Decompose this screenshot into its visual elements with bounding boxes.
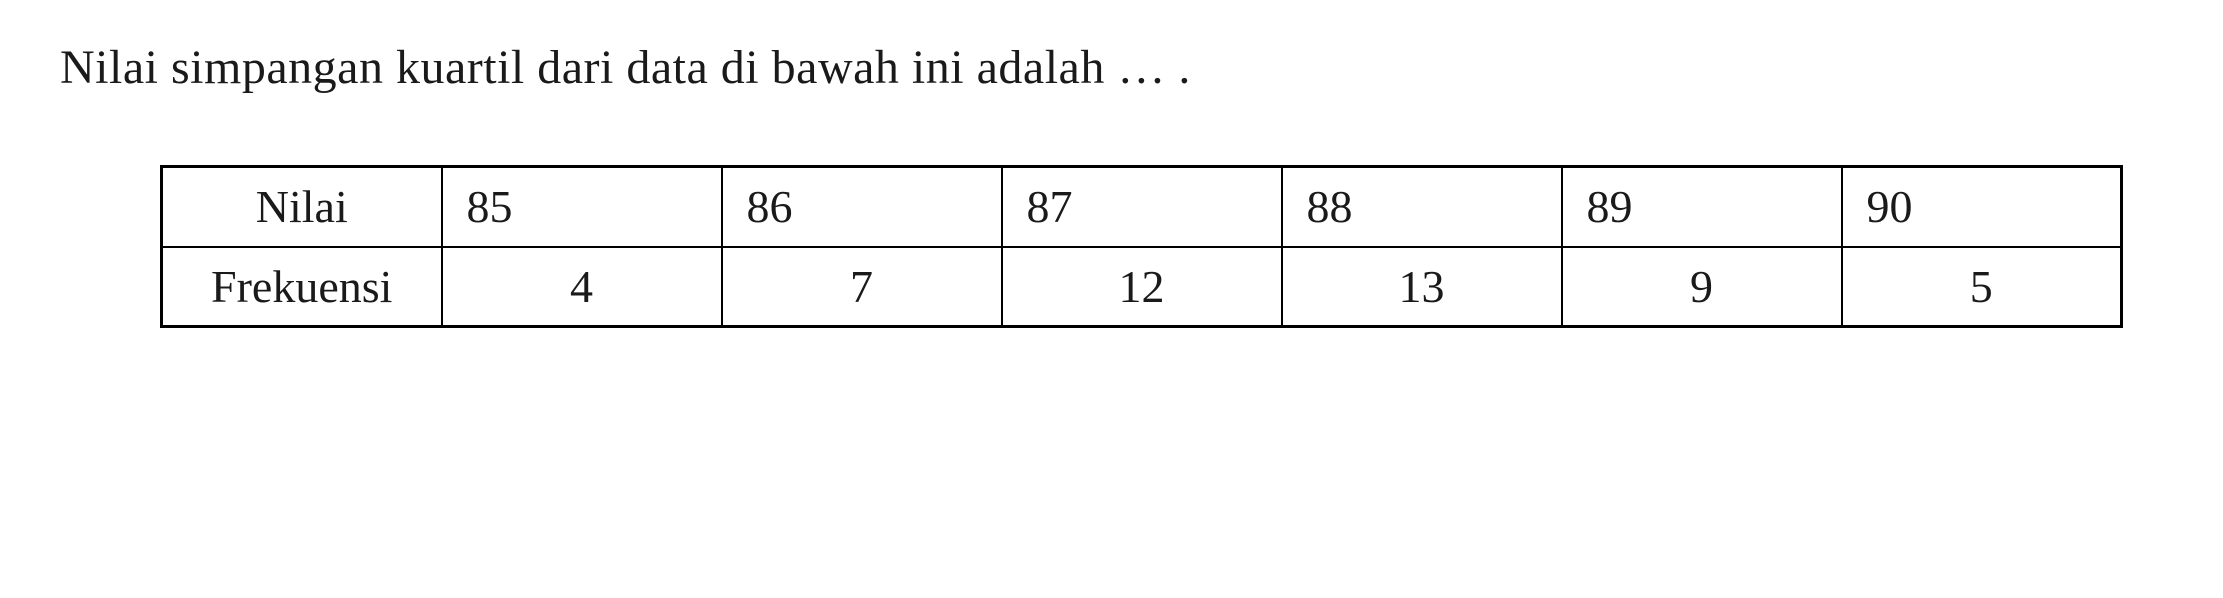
table-cell: 7 [722,247,1002,327]
question-text: Nilai simpangan kuartil dari data di baw… [60,40,2163,95]
table-cell: 90 [1842,167,2122,247]
table-cell: 13 [1282,247,1562,327]
table-row: Nilai 85 86 87 88 89 90 [162,167,2122,247]
table-cell: 5 [1842,247,2122,327]
data-table: Nilai 85 86 87 88 89 90 Frekuensi 4 7 12… [160,165,2123,328]
table-cell: 4 [442,247,722,327]
table-row: Frekuensi 4 7 12 13 9 5 [162,247,2122,327]
table-cell: 89 [1562,167,1842,247]
table-cell: 87 [1002,167,1282,247]
table-cell: 86 [722,167,1002,247]
table-cell: 12 [1002,247,1282,327]
table-cell: 9 [1562,247,1842,327]
table-cell: 88 [1282,167,1562,247]
table-wrapper: Nilai 85 86 87 88 89 90 Frekuensi 4 7 12… [60,165,2163,328]
table-cell: 85 [442,167,722,247]
row-header-frekuensi: Frekuensi [162,247,442,327]
row-header-nilai: Nilai [162,167,442,247]
